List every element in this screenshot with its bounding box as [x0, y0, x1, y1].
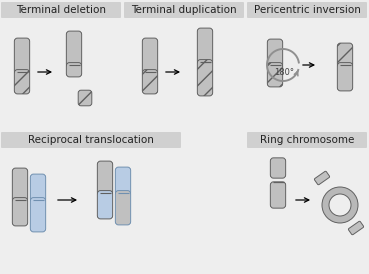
- FancyBboxPatch shape: [337, 43, 353, 67]
- FancyBboxPatch shape: [124, 2, 244, 18]
- Text: Terminal deletion: Terminal deletion: [16, 5, 106, 15]
- FancyBboxPatch shape: [97, 191, 113, 219]
- FancyBboxPatch shape: [197, 60, 213, 96]
- Text: Pericentric inversion: Pericentric inversion: [254, 5, 361, 15]
- FancyBboxPatch shape: [97, 161, 113, 195]
- FancyBboxPatch shape: [142, 70, 158, 94]
- FancyBboxPatch shape: [270, 158, 286, 178]
- FancyBboxPatch shape: [78, 90, 92, 106]
- FancyBboxPatch shape: [270, 182, 286, 208]
- FancyBboxPatch shape: [115, 167, 131, 195]
- FancyBboxPatch shape: [12, 168, 28, 202]
- FancyBboxPatch shape: [268, 39, 283, 67]
- FancyBboxPatch shape: [314, 171, 330, 185]
- Text: Terminal duplication: Terminal duplication: [131, 5, 237, 15]
- FancyBboxPatch shape: [142, 38, 158, 75]
- FancyBboxPatch shape: [30, 174, 46, 202]
- FancyBboxPatch shape: [1, 132, 181, 148]
- FancyBboxPatch shape: [12, 198, 28, 226]
- FancyBboxPatch shape: [1, 2, 121, 18]
- FancyBboxPatch shape: [247, 132, 367, 148]
- FancyBboxPatch shape: [14, 70, 30, 94]
- FancyBboxPatch shape: [115, 191, 131, 225]
- FancyBboxPatch shape: [30, 198, 46, 232]
- Text: Reciprocal translocation: Reciprocal translocation: [28, 135, 154, 145]
- FancyBboxPatch shape: [337, 62, 353, 91]
- Text: Ring chromosome: Ring chromosome: [260, 135, 354, 145]
- FancyBboxPatch shape: [14, 38, 30, 75]
- Text: 180°: 180°: [274, 68, 294, 77]
- FancyBboxPatch shape: [66, 62, 82, 77]
- FancyBboxPatch shape: [247, 2, 367, 18]
- FancyBboxPatch shape: [197, 28, 213, 64]
- FancyBboxPatch shape: [268, 62, 283, 87]
- FancyBboxPatch shape: [66, 31, 82, 67]
- FancyBboxPatch shape: [348, 221, 363, 235]
